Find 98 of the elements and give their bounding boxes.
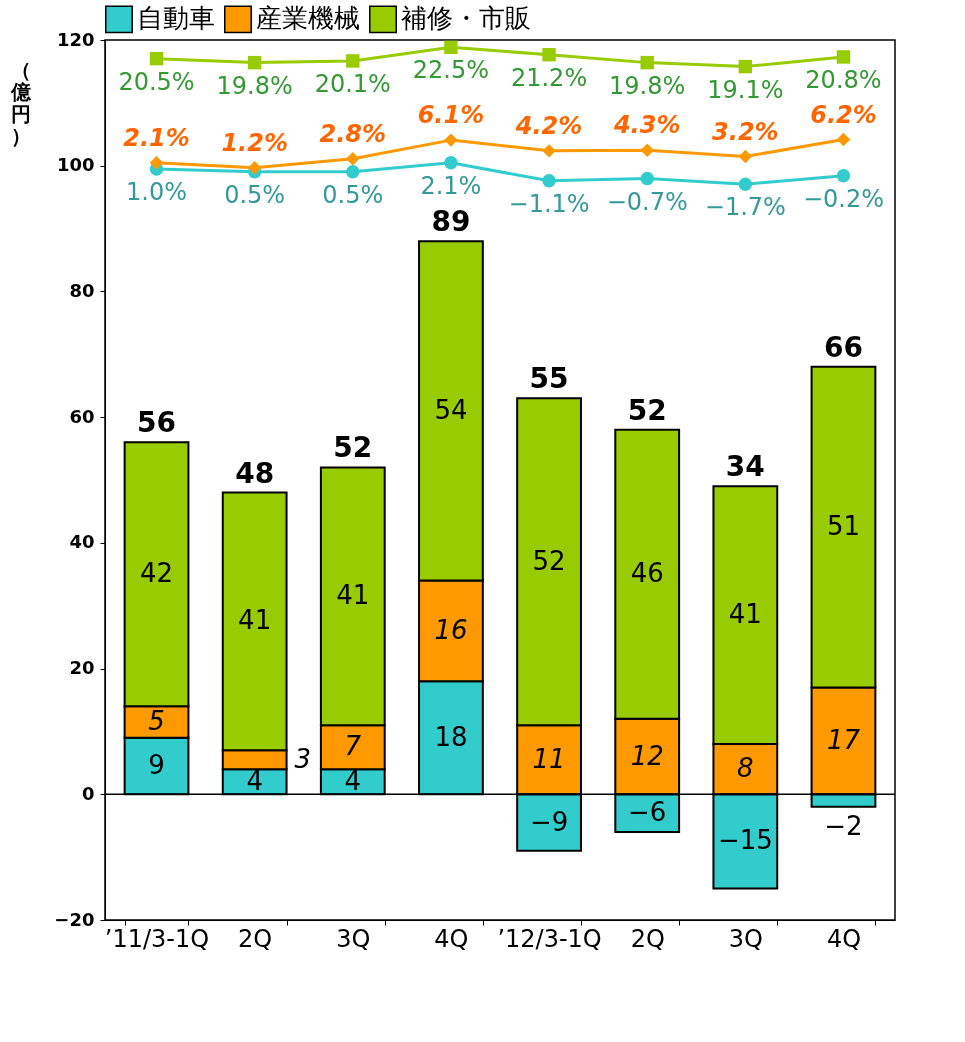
- data-label: −0.7%: [606, 187, 688, 216]
- point: [738, 59, 753, 74]
- x-tick-label: 2Q: [630, 924, 665, 953]
- point: [640, 55, 654, 70]
- data-label: 4.3%: [612, 111, 681, 140]
- total-label: 48: [235, 456, 275, 490]
- point: [346, 152, 360, 166]
- legend-label: 自動車: [137, 3, 215, 34]
- data-label: 7: [344, 731, 362, 762]
- x-tick-label: 2Q: [238, 924, 273, 953]
- total-label: 89: [431, 205, 471, 239]
- data-label: 19.1%: [707, 75, 784, 104]
- point: [836, 132, 851, 147]
- y-tick-label: −20: [54, 908, 95, 930]
- x-tick-label: 3Q: [728, 924, 763, 953]
- x-tick-label: 4Q: [826, 924, 862, 953]
- y-tick-label: 20: [69, 657, 95, 679]
- data-label: 2.1%: [420, 171, 482, 200]
- data-label: 6.1%: [417, 101, 485, 130]
- data-label: 20.1%: [314, 69, 391, 98]
- data-label: 12: [630, 740, 664, 771]
- point: [542, 48, 556, 62]
- y-tick-label: 0: [81, 782, 95, 804]
- y-axis-title: （億円）: [9, 57, 32, 148]
- point: [836, 50, 851, 64]
- point: [247, 55, 262, 70]
- data-label: 3: [294, 743, 311, 774]
- data-label: 3.2%: [712, 117, 779, 146]
- data-label: 46: [630, 558, 664, 589]
- data-label: 18: [434, 721, 468, 752]
- point: [149, 51, 164, 66]
- data-label: −1.7%: [704, 193, 786, 222]
- legend-label: 産業機械: [256, 3, 360, 34]
- data-label: −15: [717, 825, 773, 856]
- total-label: 52: [627, 393, 667, 427]
- y-tick-label: 120: [56, 28, 95, 50]
- point: [149, 156, 164, 170]
- total-label: 66: [823, 330, 863, 364]
- data-label: 1.2%: [221, 128, 288, 157]
- data-label: −6: [628, 797, 667, 828]
- data-label: 2.8%: [319, 119, 387, 148]
- y-tick-label: 60: [69, 405, 95, 427]
- point: [247, 161, 262, 175]
- data-label: 22.5%: [412, 56, 490, 85]
- data-label: 51: [826, 511, 861, 542]
- data-label: 41: [238, 605, 272, 636]
- point: [444, 133, 458, 147]
- point: [542, 144, 556, 158]
- data-label: 4: [344, 765, 362, 796]
- data-label: 8: [737, 753, 754, 784]
- data-label: 0.5%: [322, 180, 384, 209]
- point: [444, 40, 458, 55]
- x-tick-label: ’11/3-1Q: [104, 924, 210, 953]
- total-label: 56: [137, 406, 177, 440]
- data-label: 1.0%: [126, 177, 188, 206]
- data-label: −0.2%: [802, 184, 885, 213]
- y-tick-label: 80: [69, 279, 95, 301]
- point: [444, 156, 458, 170]
- data-label: 9: [148, 750, 165, 780]
- data-label: 17: [826, 724, 861, 755]
- data-label: 11: [532, 743, 566, 774]
- point: [738, 149, 753, 164]
- data-label: 20.8%: [805, 65, 882, 94]
- data-label: 41: [728, 599, 762, 630]
- data-label: 42: [139, 558, 174, 589]
- x-tick-label: 3Q: [336, 924, 371, 953]
- total-label: 34: [725, 450, 765, 484]
- data-label: 4.2%: [514, 111, 583, 140]
- x-tick-label: 4Q: [434, 924, 469, 953]
- data-label: 54: [434, 394, 468, 425]
- total-label: 52: [333, 431, 373, 465]
- point: [640, 143, 654, 157]
- point: [346, 165, 360, 179]
- data-label: 16: [434, 614, 468, 645]
- data-label: 21.2%: [510, 63, 588, 92]
- data-label: 5: [148, 706, 165, 736]
- data-label: 4: [246, 765, 263, 796]
- data-label: 6.2%: [810, 100, 877, 129]
- data-label: 41: [336, 580, 370, 611]
- data-label: 19.8%: [216, 71, 293, 100]
- data-label: 52: [532, 545, 566, 576]
- data-label: 0.5%: [224, 180, 286, 209]
- point: [836, 169, 851, 183]
- data-label: 19.8%: [609, 71, 686, 100]
- y-tick-label: 100: [56, 154, 95, 176]
- point: [542, 174, 556, 188]
- total-label: 55: [529, 362, 569, 396]
- data-label: −1.1%: [508, 189, 590, 218]
- data-label: 20.5%: [118, 67, 195, 96]
- data-label: −2: [824, 810, 863, 841]
- data-label: −9: [529, 806, 569, 837]
- point: [738, 177, 753, 191]
- point: [640, 171, 654, 186]
- data-label: 2.1%: [123, 123, 190, 152]
- legend-label: 補修・市販: [401, 3, 531, 34]
- y-tick-label: 40: [69, 531, 95, 553]
- point: [346, 54, 360, 68]
- x-tick-label: ’12/3-1Q: [497, 924, 602, 953]
